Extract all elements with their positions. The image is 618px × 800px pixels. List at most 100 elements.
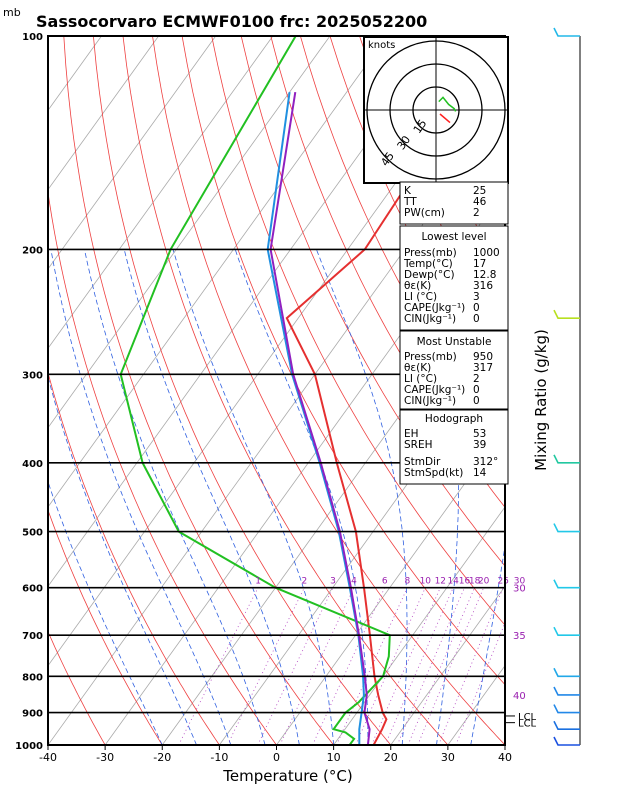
- dry-adiabat-line: [48, 630, 106, 745]
- theta-label: 35: [513, 631, 526, 642]
- isotherm-line: [390, 585, 505, 745]
- mixing-ratio-label: 14: [447, 577, 459, 587]
- temperature-tick-label: 30: [441, 751, 455, 764]
- mixing-ratio-line: [257, 587, 334, 745]
- temperature-tick-label: 20: [384, 751, 398, 764]
- storm-motion-arrow: [439, 113, 451, 124]
- lowest-level-box: [399, 225, 509, 331]
- wind-barb: [553, 686, 580, 696]
- isotherm-line: [48, 36, 159, 191]
- isotherm-line: [276, 426, 505, 745]
- index-name: LI (°C): [404, 373, 437, 385]
- mixing-ratio-label: 18: [469, 577, 481, 587]
- index-value: 317: [473, 362, 493, 374]
- moist-adiabat-line: [470, 542, 505, 745]
- isotherm-line: [48, 36, 331, 429]
- index-value: 17: [473, 258, 486, 270]
- temperature-tick-label: 40: [498, 751, 512, 764]
- index-value: 2: [473, 373, 480, 385]
- index-value: 316: [473, 280, 493, 292]
- mixing-ratio-label: 6: [382, 577, 388, 587]
- pressure-tick-label: 800: [22, 672, 43, 683]
- mixing-ratio-label: 1: [255, 577, 261, 587]
- isotherm-line: [48, 36, 445, 588]
- index-name: Press(mb): [404, 247, 457, 259]
- index-name: K: [404, 185, 412, 197]
- mixing-ratio-label: 12: [435, 577, 446, 587]
- index-name: PW(cm): [404, 207, 445, 219]
- dry-adiabat-line: [240, 36, 505, 567]
- dry-adiabat-line: [211, 36, 505, 626]
- most-unstable-box: [399, 330, 509, 410]
- isotherm-line: [48, 36, 274, 349]
- temperature-tick-label: -30: [96, 751, 114, 764]
- index-name: LI (°C): [404, 291, 437, 303]
- dry-adiabat-line: [48, 371, 220, 745]
- index-value: 53: [473, 428, 486, 440]
- mixing-ratio-label: 16: [459, 577, 471, 587]
- hodograph-indices-box: [399, 409, 509, 485]
- mixing-ratio-label: 10: [420, 577, 432, 587]
- isotherm-line: [48, 36, 388, 508]
- y-axis-label: Mixing Ratio (g/kg): [532, 329, 550, 471]
- pressure-tick-label: 400: [22, 459, 43, 470]
- dry-adiabat-line: [63, 36, 334, 745]
- wind-barb: [553, 736, 580, 746]
- index-value: 0: [473, 313, 480, 325]
- panel-section-title: Lowest level: [421, 231, 486, 243]
- mixing-ratio-label: 2: [301, 577, 307, 587]
- index-name: EH: [404, 428, 419, 440]
- sounding-trace: [269, 91, 371, 745]
- index-value: 46: [473, 196, 487, 208]
- mixing-ratio-label: 30: [514, 577, 526, 587]
- mixing-ratio-label: 3: [330, 577, 336, 587]
- moist-adiabat-line: [84, 249, 266, 745]
- mixing-ratio-line: [455, 621, 505, 745]
- moist-adiabat-line: [48, 480, 163, 745]
- moist-adiabat-line: [172, 249, 334, 745]
- index-value: 950: [473, 351, 493, 363]
- pressure-tick-label: 100: [22, 32, 43, 43]
- index-name: θε(K): [404, 362, 431, 374]
- hodograph-units: knots: [368, 40, 395, 51]
- mixing-ratio-label: 20: [478, 577, 490, 587]
- basic-indices-box: [399, 181, 509, 225]
- index-name: CAPE(Jkg⁻¹): [404, 384, 465, 396]
- wind-barb: [553, 667, 580, 678]
- dry-adiabat-line: [567, 36, 618, 745]
- dry-adiabat-line: [48, 509, 163, 745]
- lcl-label: LCL: [518, 719, 537, 730]
- index-name: CIN(Jkg⁻¹): [404, 313, 456, 325]
- index-value: 0: [473, 384, 480, 396]
- index-value: 39: [473, 439, 486, 451]
- index-name: θε(K): [404, 280, 431, 292]
- wind-barb: [553, 523, 580, 533]
- wind-barb: [553, 720, 580, 731]
- index-value: 312°: [473, 456, 498, 468]
- index-name: Dewp(°C): [404, 269, 455, 281]
- theta-label: 30: [513, 584, 526, 595]
- pressure-tick-label: 200: [22, 245, 43, 256]
- mixing-ratio-label: 8: [404, 577, 410, 587]
- panel-section-title: Hodograph: [425, 413, 483, 425]
- theta-label: 40: [513, 691, 526, 702]
- pressure-tick-label: 500: [22, 528, 43, 539]
- wind-barb: [553, 626, 580, 636]
- index-value: 25: [473, 185, 486, 197]
- indices-panel: K 25 TT 46 PW(cm) 2 Lowest level Press(mb) 1000 T…: [399, 181, 509, 485]
- wind-barb: [553, 454, 580, 464]
- dry-adiabat-line: [596, 36, 618, 745]
- index-value: 14: [473, 467, 487, 479]
- temperature-tick-label: -40: [39, 751, 57, 764]
- hodograph-trace: [438, 96, 457, 112]
- dry-adiabat-line: [152, 36, 505, 745]
- isotherm-line: [48, 36, 217, 270]
- index-value: 3: [473, 291, 480, 303]
- index-name: StmSpd(kt): [404, 467, 463, 479]
- temperature-tick-label: 10: [327, 751, 341, 764]
- index-name: TT: [403, 196, 417, 208]
- index-name: CAPE(Jkg⁻¹): [404, 302, 465, 314]
- mixing-ratio-line: [355, 587, 426, 745]
